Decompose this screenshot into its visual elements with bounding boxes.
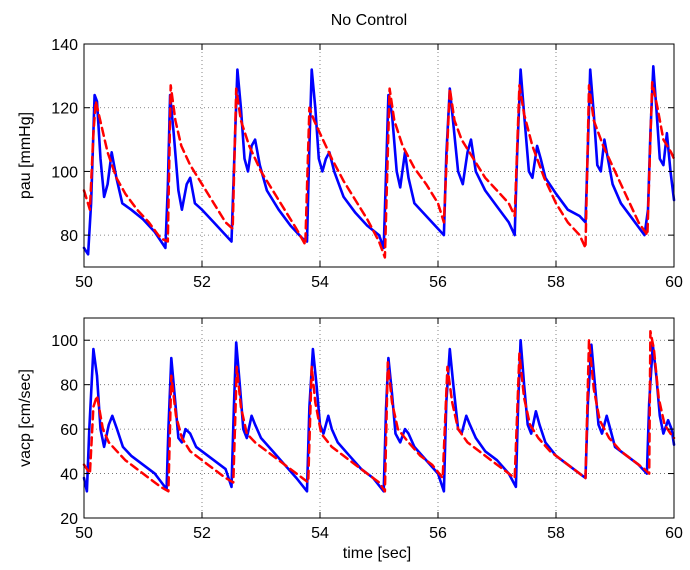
chart-2-x-tick-label: 56	[429, 525, 447, 542]
chart-1-axes-box	[83, 43, 675, 268]
chart-2-plot-area	[84, 318, 674, 518]
chart-1-y-tick-label: 100	[51, 164, 78, 181]
chart-2-series-red-dashed	[82, 330, 676, 493]
chart-2-y-tick-label: 80	[60, 378, 78, 395]
chart-2-x-tick-label: 54	[311, 525, 329, 542]
chart-2-x-tick-label: 58	[547, 525, 565, 542]
chart-1-x-tick-label: 56	[429, 274, 447, 291]
chart-1-panel: 50 52 54 56 58 60 80 100 120 140 pau [mmHg]	[17, 37, 683, 291]
chart-2-x-tick-label: 60	[665, 525, 683, 542]
chart-1-ylabel: pau [mmHg]	[17, 112, 34, 199]
chart-1-y-tick-label: 80	[60, 228, 78, 245]
chart-1-y-tick-label: 140	[51, 37, 78, 54]
chart-2-x-tick-label: 52	[193, 525, 211, 542]
chart-2-xlabel: time [sec]	[343, 545, 411, 562]
chart-1-y-tick-label: 120	[51, 101, 78, 118]
chart-2-y-tick-label: 100	[51, 333, 78, 350]
chart-1-title: No Control	[331, 12, 407, 29]
chart-2-y-tick-label: 60	[60, 422, 78, 439]
chart-2-ylabel: vacp [cm/sec]	[17, 369, 34, 467]
chart-2-y-tick-label: 20	[60, 511, 78, 528]
chart-2-y-tick-label: 40	[60, 467, 78, 484]
chart-2-panel: 50 52 54 56 58 60 20 40 60 80 100 vacp [cm/sec]	[17, 317, 683, 542]
chart-1-x-tick-label: 58	[547, 274, 565, 291]
chart-1-series-blue-solid	[82, 65, 676, 256]
chart-2-axes-box	[83, 317, 675, 519]
chart-1-x-tick-label: 52	[193, 274, 211, 291]
chart-1-x-tick-label: 60	[665, 274, 683, 291]
chart-2-x-tick-label: 50	[75, 525, 93, 542]
chart-1-x-tick-label: 50	[75, 274, 93, 291]
chart-1-series-red-dashed	[82, 80, 676, 259]
chart-1-x-tick-label: 54	[311, 274, 329, 291]
